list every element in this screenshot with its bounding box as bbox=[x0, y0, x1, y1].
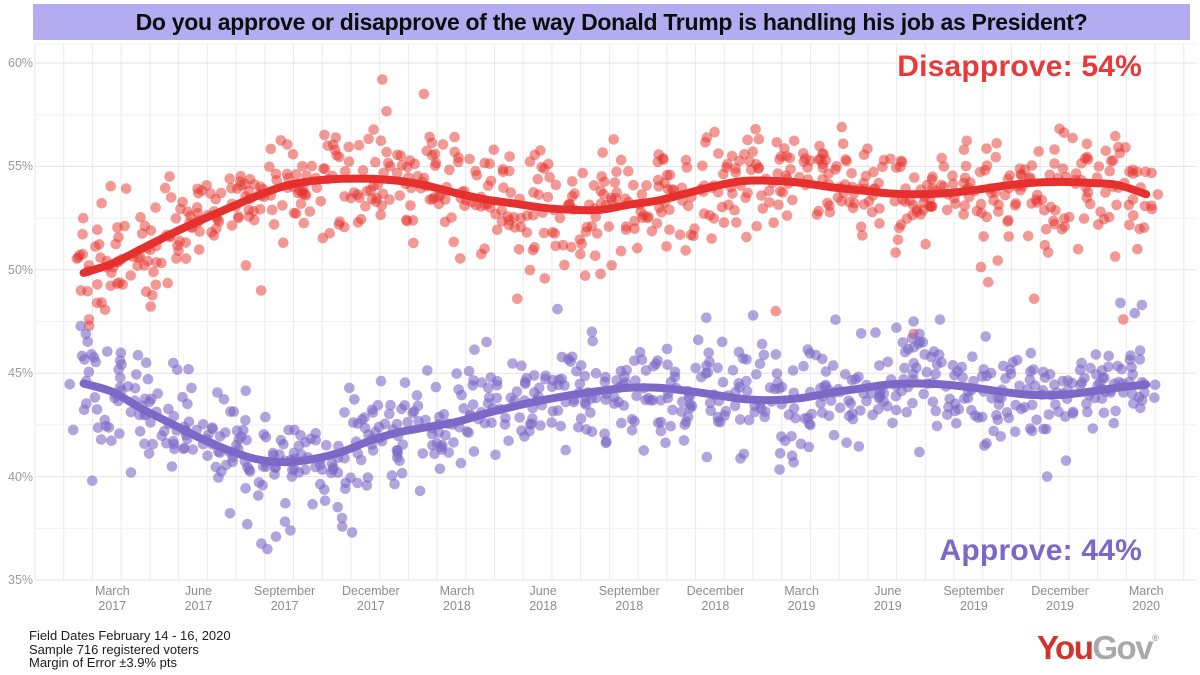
x-tick-label: June 2019 bbox=[873, 584, 902, 613]
y-tick-label: 45% bbox=[8, 366, 34, 381]
x-tick-label: December 2019 bbox=[1031, 584, 1089, 613]
disapprove-value-annotation: Disapprove: 54% bbox=[897, 50, 1142, 83]
logo-gov-text: Gov bbox=[1092, 629, 1153, 666]
x-tick-label: March 2018 bbox=[439, 584, 475, 613]
x-tick-label: March 2017 bbox=[94, 584, 130, 613]
x-tick-label: September 2019 bbox=[943, 584, 1005, 613]
grid-lines bbox=[34, 43, 1196, 581]
x-tick-label: September 2017 bbox=[254, 584, 316, 613]
yougov-logo: YouGov® bbox=[1037, 629, 1159, 667]
x-tick-label: December 2017 bbox=[341, 584, 400, 613]
y-tick-label: 50% bbox=[8, 262, 34, 277]
x-tick-label: December 2018 bbox=[686, 584, 745, 613]
x-tick-label: March 2019 bbox=[784, 584, 819, 613]
chart-title: Do you approve or disapprove of the way … bbox=[33, 4, 1190, 40]
disapprove-trend-line bbox=[79, 174, 1151, 277]
y-tick-label: 40% bbox=[8, 469, 34, 484]
logo-you-text: You bbox=[1037, 629, 1094, 666]
approve-value-annotation: Approve: 44% bbox=[939, 534, 1142, 567]
x-axis-labels: March 2017 June 2017 September 2017 December 20… bbox=[0, 584, 1200, 616]
y-tick-label: 60% bbox=[8, 56, 34, 70]
x-tick-label: June 2018 bbox=[529, 584, 558, 613]
x-tick-label: September 2018 bbox=[598, 584, 660, 613]
disapprove-scatter bbox=[71, 74, 1164, 340]
sample-line: Sample 716 registered voters bbox=[29, 641, 199, 657]
field-dates-line: Field Dates February 14 - 16, 2020 bbox=[29, 628, 231, 643]
registered-trademark-icon: ® bbox=[1152, 633, 1159, 643]
x-tick-label: June 2017 bbox=[184, 584, 213, 613]
approve-trend-line bbox=[79, 379, 1151, 467]
y-tick-label: 55% bbox=[8, 159, 34, 174]
approve-scatter bbox=[64, 297, 1161, 555]
methodology-note: Field Dates February 14 - 16, 2020 Sampl… bbox=[29, 629, 231, 670]
y-axis-labels: 60% 55% 50% 45% 40% 35% bbox=[0, 0, 40, 600]
y-tick-label: 35% bbox=[8, 573, 34, 587]
x-tick-label: March 2020 bbox=[1128, 584, 1164, 613]
margin-of-error-line: Margin of Error ±3.9% pts bbox=[29, 655, 178, 670]
